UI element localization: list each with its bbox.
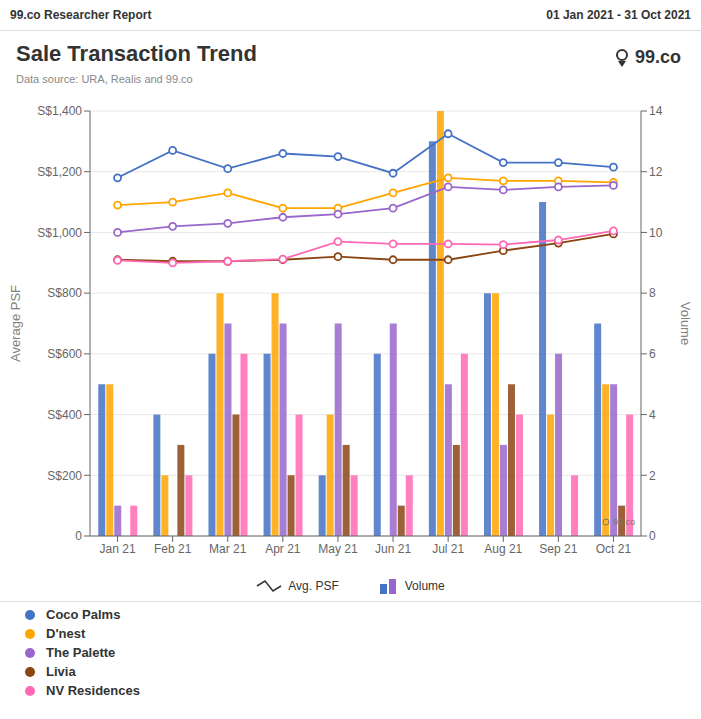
svg-text:S$1,000: S$1,000 — [37, 226, 82, 240]
html-text:D'nest: D'nest — [46, 626, 86, 641]
html-text:Volume: Volume — [404, 579, 445, 593]
svg-text:10: 10 — [649, 226, 663, 240]
html-text:99.co Researcher Report: 99.co Researcher Report — [10, 8, 152, 22]
svg-text:May 21: May 21 — [318, 542, 358, 556]
svg-text:14: 14 — [649, 104, 663, 118]
svg-text:S$400: S$400 — [47, 408, 82, 422]
html-text:Avg. PSF: Avg. PSF — [288, 579, 339, 593]
html-text:NV Residences: NV Residences — [46, 683, 140, 698]
svg-text:S$600: S$600 — [47, 347, 82, 361]
svg-text:6: 6 — [649, 347, 656, 361]
svg-text:Jan 21: Jan 21 — [100, 542, 136, 556]
svg-text:S$1,200: S$1,200 — [37, 165, 82, 179]
svg-text:S$800: S$800 — [47, 286, 82, 300]
svg-text:Aug 21: Aug 21 — [484, 542, 522, 556]
html-text:Coco Palms: Coco Palms — [46, 607, 121, 622]
html-text:99.co: 99.co — [613, 517, 635, 527]
svg-text:S$200: S$200 — [47, 469, 82, 483]
html-text:Livia: Livia — [46, 664, 76, 679]
svg-text:8: 8 — [649, 286, 656, 300]
svg-text:Jul 21: Jul 21 — [432, 542, 464, 556]
svg-text:0: 0 — [75, 529, 82, 543]
html-text:99.co: 99.co — [635, 47, 681, 67]
html-text:The Palette: The Palette — [46, 645, 116, 660]
svg-text:Jun 21: Jun 21 — [375, 542, 411, 556]
html-text:Sale Transaction Trend: Sale Transaction Trend — [16, 41, 257, 66]
svg-text:Volume: Volume — [678, 302, 693, 345]
svg-text:S$1,400: S$1,400 — [37, 104, 82, 118]
svg-text:2: 2 — [649, 469, 656, 483]
svg-text:Apr 21: Apr 21 — [265, 542, 301, 556]
svg-text:Oct 21: Oct 21 — [596, 542, 632, 556]
html-text:01 Jan 2021 - 31 Oct 2021: 01 Jan 2021 - 31 Oct 2021 — [546, 8, 691, 22]
svg-text:Average PSF: Average PSF — [8, 285, 23, 362]
svg-text:Sep 21: Sep 21 — [539, 542, 577, 556]
svg-text:0: 0 — [649, 529, 656, 543]
svg-text:Feb 21: Feb 21 — [154, 542, 192, 556]
svg-text:4: 4 — [649, 408, 656, 422]
html-text:Data source: URA, Realis and 9: Data source: URA, Realis and 99.co — [16, 73, 193, 85]
svg-text:12: 12 — [649, 165, 663, 179]
svg-text:Mar 21: Mar 21 — [209, 542, 247, 556]
